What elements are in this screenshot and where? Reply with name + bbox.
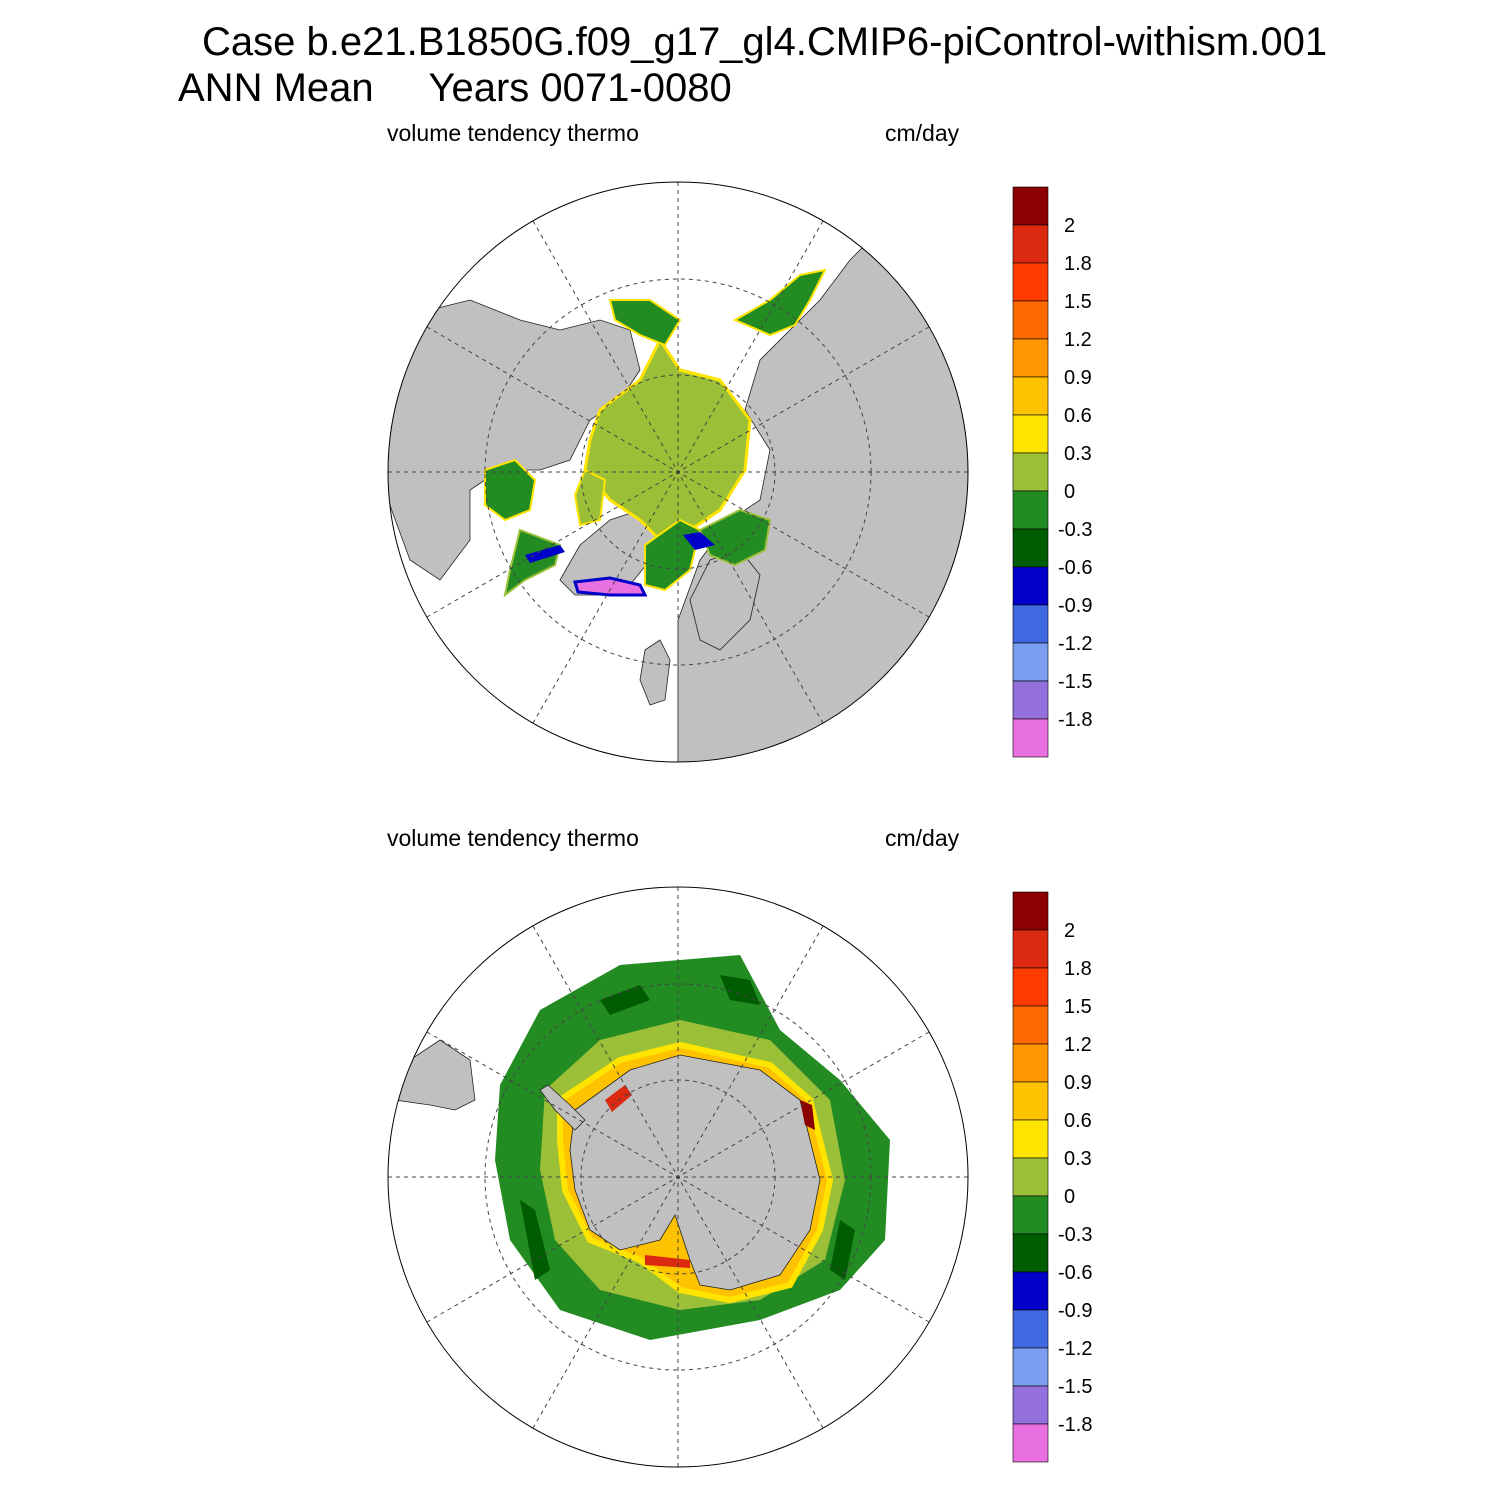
north-ice-barents-blue <box>683 532 715 550</box>
south-colorbar-tick-label: -1.5 <box>1058 1376 1092 1398</box>
north-colorbar-tick-label: 1.2 <box>1064 329 1092 351</box>
north-colorbar-tick-label: -1.2 <box>1058 633 1092 655</box>
north-colorbar-swatch <box>1012 338 1049 378</box>
south-colorbar-tick-label: 1.5 <box>1064 996 1092 1018</box>
north-land-scandinavia <box>689 549 761 651</box>
north-colorbar-swatch <box>1012 490 1049 530</box>
north-map-border <box>387 181 969 763</box>
north-colorbar-tick-label: 0.3 <box>1064 443 1092 465</box>
north-colorbar-tick-label: -0.9 <box>1058 595 1092 617</box>
south-colorbar-swatch <box>1012 1385 1049 1425</box>
north-ice-denmark-strait-magenta <box>573 576 648 597</box>
north-colorbar-tick-label: -1.8 <box>1058 709 1092 731</box>
south-land-antarctica <box>569 1054 821 1291</box>
south-colorbar-swatch <box>1012 1005 1049 1045</box>
south-colorbar-swatch <box>1012 1347 1049 1387</box>
south-panel-units-label: cm/day <box>885 825 960 851</box>
south-colorbar-tick-label: -0.3 <box>1058 1224 1092 1246</box>
north-ice-chukchi <box>608 299 682 347</box>
south-colorbar-swatch <box>1012 1157 1049 1197</box>
south-ice-red-patch-weddell <box>605 1085 632 1112</box>
north-colorbar-swatch <box>1012 718 1049 758</box>
north-colorbar-tick-label: 1.8 <box>1064 253 1092 275</box>
south-colorbar-swatch <box>1012 1081 1049 1121</box>
south-colorbar-swatch <box>1012 929 1049 969</box>
north-colorbar-swatch <box>1012 414 1049 454</box>
south-ice-dark-patch-3 <box>520 1200 550 1280</box>
south-ice-dark-patch-2 <box>720 975 760 1005</box>
north-graticule <box>388 182 968 762</box>
south-land-south-america <box>394 1039 476 1111</box>
north-ice-barents <box>698 508 772 567</box>
south-colorbar-swatch <box>1012 1233 1049 1273</box>
south-panel-left-label: volume tendency thermo <box>387 825 639 851</box>
north-ice-baffin <box>573 468 607 527</box>
south-colorbar-swatch <box>1012 1309 1049 1349</box>
north-colorbar-swatch <box>1012 642 1049 682</box>
north-colorbar-swatch <box>1012 566 1049 606</box>
south-ice-red-patch-ross <box>645 1255 690 1268</box>
south-colorbar-swatch <box>1012 1271 1049 1311</box>
north-colorbar-swatch <box>1012 224 1049 264</box>
figure-title-line-1: Case b.e21.B1850G.f09_g17_gl4.CMIP6-piCo… <box>202 20 1328 64</box>
south-colorbar-tick-label: 0.9 <box>1064 1072 1092 1094</box>
south-colorbar-tick-label: 0.6 <box>1064 1110 1092 1132</box>
south-colorbar-tick-label: -0.9 <box>1058 1300 1092 1322</box>
north-colorbar-swatch <box>1012 186 1049 226</box>
south-colorbar-tick-label: -1.8 <box>1058 1414 1092 1436</box>
south-colorbar-tick-label: 0 <box>1064 1186 1075 1208</box>
north-ice-labrador-blue <box>525 545 565 563</box>
north-colorbar-tick-label: 0 <box>1064 481 1075 503</box>
north-colorbar-tick-label: 0.6 <box>1064 405 1092 427</box>
north-panel-units-label: cm/day <box>885 120 960 146</box>
north-ice-bering-east <box>732 268 827 337</box>
north-colorbar-swatch <box>1012 452 1049 492</box>
north-colorbar-swatch <box>1012 262 1049 302</box>
north-colorbar-swatch <box>1012 528 1049 568</box>
south-colorbar: 2 1.8 1.5 1.2 0.9 0.6 0.3 0 -0.3 -0.6 -0.9 -1.2 -1.5… <box>1012 891 1092 1463</box>
north-land-british-isles <box>639 639 671 706</box>
south-colorbar-swatch <box>1012 1043 1049 1083</box>
north-colorbar: 2 1.8 1.5 1.2 0.9 0.6 0.3 0 -0.3 -0.6 -0.9 -1.2 -1.5… <box>1012 186 1092 758</box>
south-colorbar-tick-label: 1.2 <box>1064 1034 1092 1056</box>
south-colorbar-tick-label: 1.8 <box>1064 958 1092 980</box>
south-colorbar-swatch <box>1012 1119 1049 1159</box>
south-ice-dark-patch-1 <box>600 985 650 1015</box>
north-colorbar-swatch <box>1012 300 1049 340</box>
north-colorbar-tick-label: -0.6 <box>1058 557 1092 579</box>
south-colorbar-swatch <box>1012 1423 1049 1463</box>
south-colorbar-tick-label: -0.6 <box>1058 1262 1092 1284</box>
south-graticule <box>388 887 968 1467</box>
north-colorbar-swatch <box>1012 604 1049 644</box>
north-colorbar-tick-label: -0.3 <box>1058 519 1092 541</box>
south-map-border <box>387 886 969 1468</box>
south-colorbar-swatch <box>1012 1195 1049 1235</box>
south-colorbar-tick-label: -1.2 <box>1058 1338 1092 1360</box>
south-ice-red-patch-east <box>800 1100 815 1130</box>
north-colorbar-swatch <box>1012 680 1049 720</box>
south-ice-dark-patch-4 <box>830 1220 855 1280</box>
north-colorbar-tick-label: 0.9 <box>1064 367 1092 389</box>
north-colorbar-tick-label: 1.5 <box>1064 291 1092 313</box>
north-ice-hudson-bay <box>484 458 537 522</box>
north-colorbar-tick-label: -1.5 <box>1058 671 1092 693</box>
south-colorbar-swatch <box>1012 967 1049 1007</box>
north-colorbar-tick-label: 2 <box>1064 215 1075 237</box>
south-colorbar-tick-label: 2 <box>1064 920 1075 942</box>
south-land-antarctic-peninsula <box>539 1084 586 1131</box>
north-colorbar-swatch <box>1012 376 1049 416</box>
south-colorbar-tick-label: 0.3 <box>1064 1148 1092 1170</box>
figure-title-line-2: ANN Mean Years 0071-0080 <box>178 66 732 110</box>
north-panel-left-label: volume tendency thermo <box>387 120 639 146</box>
south-colorbar-swatch <box>1012 891 1049 931</box>
